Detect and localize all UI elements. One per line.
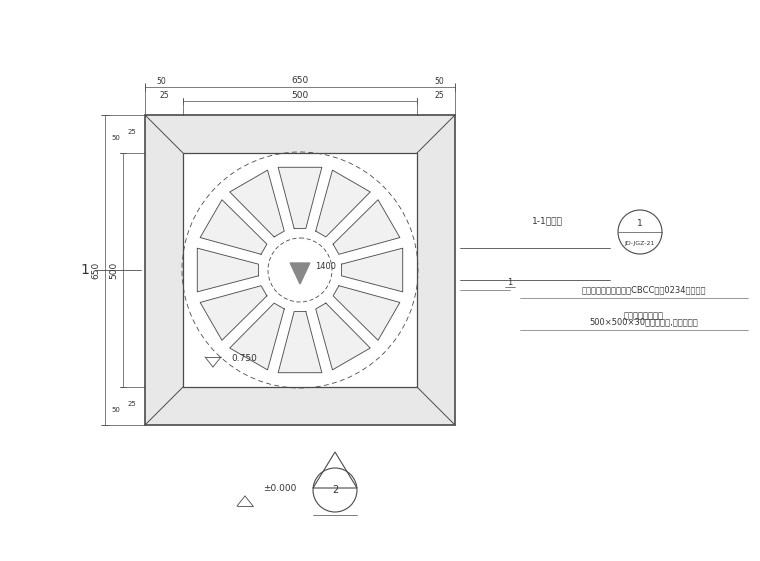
- Text: 25: 25: [159, 90, 169, 99]
- Polygon shape: [230, 303, 284, 370]
- Text: 500: 500: [291, 90, 309, 99]
- Text: 25: 25: [128, 401, 137, 407]
- Polygon shape: [315, 170, 370, 237]
- Polygon shape: [341, 248, 403, 292]
- Text: 50: 50: [156, 76, 166, 85]
- Text: 铸铝灯体，喷深咖色（CBCC编号0234）氟碳漆: 铸铝灯体，喷深咖色（CBCC编号0234）氟碳漆: [581, 286, 706, 295]
- Text: 1: 1: [81, 263, 90, 277]
- Polygon shape: [333, 286, 400, 341]
- Polygon shape: [230, 170, 284, 237]
- Polygon shape: [290, 263, 310, 284]
- Text: 25: 25: [128, 129, 137, 135]
- Text: 1: 1: [637, 219, 643, 228]
- Text: 50: 50: [111, 135, 120, 141]
- Text: ±0.000: ±0.000: [263, 484, 296, 493]
- Text: JD-JGZ-21: JD-JGZ-21: [625, 241, 655, 246]
- Text: 25: 25: [434, 90, 444, 99]
- Text: 650: 650: [291, 76, 309, 85]
- Polygon shape: [278, 167, 321, 228]
- Bar: [183, 153, 417, 387]
- Text: 500: 500: [109, 261, 119, 279]
- Circle shape: [268, 238, 332, 302]
- Text: 厂家二次深化设计: 厂家二次深化设计: [624, 311, 664, 320]
- Polygon shape: [333, 200, 400, 254]
- Polygon shape: [200, 286, 267, 341]
- Text: 50: 50: [434, 76, 444, 85]
- Text: 1: 1: [508, 278, 513, 287]
- Text: 1-1剖面图: 1-1剖面图: [532, 217, 563, 226]
- Polygon shape: [315, 303, 370, 370]
- Text: 50: 50: [111, 407, 120, 413]
- Text: 500×500×30光面黄金麻,按尺寸切割: 500×500×30光面黄金麻,按尺寸切割: [590, 318, 698, 327]
- Polygon shape: [278, 311, 321, 373]
- Text: 2: 2: [332, 485, 338, 495]
- Text: 650: 650: [91, 261, 100, 279]
- Polygon shape: [200, 200, 267, 254]
- Text: 1400: 1400: [315, 261, 336, 270]
- Bar: [145, 115, 455, 425]
- Polygon shape: [198, 248, 258, 292]
- Text: 0.750: 0.750: [231, 353, 257, 362]
